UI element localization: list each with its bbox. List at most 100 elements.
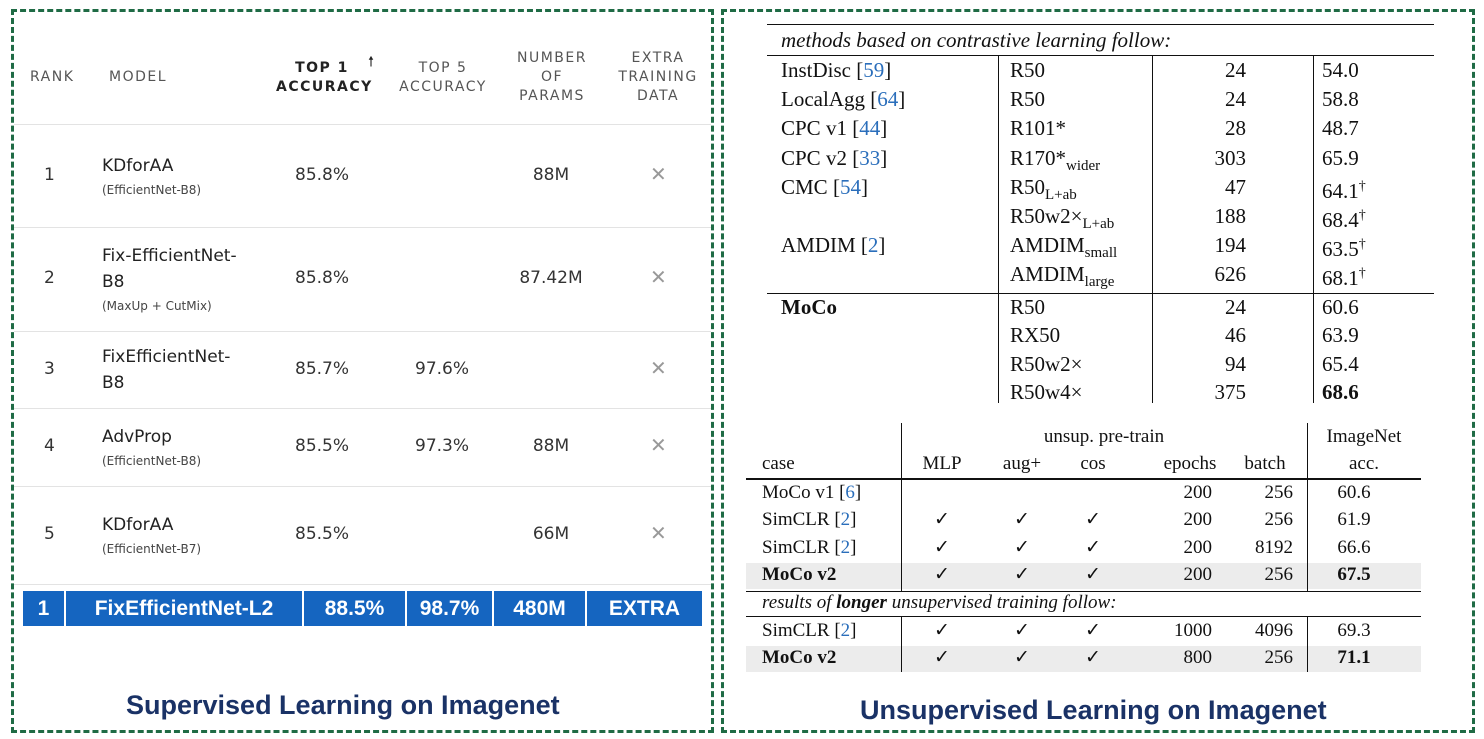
arch-label: R50 bbox=[1010, 58, 1046, 82]
model-name[interactable]: AdvProp bbox=[102, 427, 172, 447]
column-header: cos bbox=[1080, 453, 1106, 474]
params-cell: 303 bbox=[1214, 145, 1247, 170]
model-cell[interactable]: KDforAA (EfficientNet-B7) bbox=[102, 512, 272, 558]
params-cell: 47 bbox=[1225, 174, 1246, 199]
accuracy-cell: 48.7 bbox=[1322, 116, 1359, 140]
accuracy-cell: 68.4† bbox=[1322, 204, 1366, 232]
case-cell: SimCLR [2] bbox=[762, 536, 857, 558]
citation-link[interactable]: 64 bbox=[877, 87, 899, 112]
model-name[interactable]: KDforAA bbox=[102, 155, 174, 176]
header-top5-accuracy[interactable]: TOP 5 ACCURACY bbox=[399, 60, 487, 95]
close-icon: ✕ bbox=[650, 161, 667, 186]
header-number-of-params[interactable]: NUMBER OF PARAMS bbox=[517, 50, 587, 104]
accuracy-cell: 65.4 bbox=[1322, 351, 1359, 376]
accuracy-value: 65.9 bbox=[1322, 145, 1359, 170]
rule bbox=[746, 591, 1421, 592]
citation-link[interactable]: 2 bbox=[840, 536, 851, 558]
rank-cell: 2 bbox=[44, 268, 55, 288]
case-label: SimCLR bbox=[762, 536, 830, 558]
moco-method-name: MoCo bbox=[781, 294, 837, 319]
top1-cell: 85.7% bbox=[295, 358, 350, 379]
unsupervised-tables-panel: methods based on contrastive learning fo… bbox=[721, 9, 1475, 733]
accuracy-cell: 60.6 bbox=[1337, 482, 1371, 503]
header-extra-training-data[interactable]: EXTRA TRAINING DATA bbox=[618, 50, 698, 104]
column-header: aug+ bbox=[1002, 453, 1042, 474]
model-cell[interactable]: AdvProp (EfficientNet-B8) bbox=[102, 424, 272, 470]
accuracy-cell: 68.6 bbox=[1322, 380, 1359, 405]
accuracy-cell: 68.1† bbox=[1322, 262, 1366, 290]
epochs-cell: 800 bbox=[1183, 647, 1213, 669]
accuracy-cell: 54.0 bbox=[1322, 58, 1359, 82]
check-icon: ✓ bbox=[1014, 536, 1030, 558]
citation-link[interactable]: 2 bbox=[840, 620, 851, 641]
method-name: InstDisc [59] bbox=[781, 58, 892, 82]
model-cell[interactable]: FixEfficientNet- B8 bbox=[102, 344, 272, 396]
method-label: CMC bbox=[781, 174, 828, 199]
table-row[interactable]: 4 AdvProp (EfficientNet-B8) 85.5% 97.3% 88M ✕ bbox=[14, 408, 711, 487]
accuracy-cell: 67.5 bbox=[1337, 564, 1371, 586]
epochs-cell: 200 bbox=[1183, 482, 1213, 503]
section-header: methods based on contrastive learning fo… bbox=[781, 28, 1172, 52]
check-icon: ✓ bbox=[934, 564, 950, 586]
acc-header: acc. bbox=[1348, 453, 1380, 474]
model-variant: (EfficientNet-B8) bbox=[102, 454, 202, 468]
leaderboard-header: RANK MODEL TOP 1 ACCURACY 🠕 TOP 5 ACCURA… bbox=[14, 12, 711, 125]
table-row[interactable]: 3 FixEfficientNet- B8 85.7% 97.6% ✕ bbox=[14, 331, 711, 409]
check-icon: ✓ bbox=[1014, 647, 1030, 669]
column-rule bbox=[1313, 55, 1314, 403]
accuracy-cell: 63.9 bbox=[1322, 323, 1359, 348]
dagger-mark: † bbox=[1358, 208, 1366, 223]
citation-link[interactable]: 6 bbox=[845, 482, 855, 503]
table-row[interactable]: 2 Fix-EfficientNet- B8 (MaxUp + CutMix) 85.8… bbox=[14, 227, 711, 332]
arch-label: R50 bbox=[1010, 87, 1046, 112]
citation-link[interactable]: 33 bbox=[859, 145, 881, 170]
architecture-cell: AMDIMsmall bbox=[1010, 233, 1117, 265]
arch-subscript: small bbox=[1084, 245, 1118, 262]
accuracy-value: 63.5 bbox=[1322, 237, 1359, 262]
citation-link[interactable]: 59 bbox=[863, 58, 885, 82]
model-cell[interactable]: KDforAA (EfficientNet-B8) bbox=[102, 153, 272, 199]
epochs-cell: 200 bbox=[1183, 536, 1213, 558]
check-icon: ✓ bbox=[1085, 564, 1101, 586]
column-rule bbox=[1307, 423, 1308, 483]
header-model[interactable]: MODEL bbox=[109, 69, 168, 85]
architecture-cell: R50 bbox=[1010, 58, 1045, 82]
params-cell: 28 bbox=[1225, 116, 1246, 141]
citation-link[interactable]: 2 bbox=[840, 509, 851, 531]
check-icon: ✓ bbox=[1014, 564, 1030, 586]
check-icon: ✓ bbox=[934, 509, 950, 531]
params-cell: 188 bbox=[1214, 204, 1247, 228]
model-name[interactable]: Fix-EfficientNet- bbox=[102, 246, 237, 266]
citation-link[interactable]: 54 bbox=[839, 174, 861, 199]
model-name[interactable]: B8 bbox=[102, 272, 125, 292]
model-name[interactable]: FixEfficientNet- bbox=[102, 346, 231, 367]
highlight-shading bbox=[746, 563, 1421, 590]
accuracy-cell: 58.8 bbox=[1322, 87, 1359, 111]
accuracy-cell: 69.3 bbox=[1337, 620, 1371, 641]
method-name: CMC [54] bbox=[781, 174, 868, 199]
model-cell[interactable]: Fix-EfficientNet- B8 (MaxUp + CutMix) bbox=[102, 243, 272, 315]
check-icon: ✓ bbox=[934, 536, 950, 558]
header-rank[interactable]: RANK bbox=[30, 69, 75, 85]
method-name: AMDIM [2] bbox=[781, 233, 886, 258]
rule bbox=[767, 24, 1434, 25]
model-name[interactable]: KDforAA bbox=[102, 515, 174, 535]
table-row[interactable]: 1 KDforAA (EfficientNet-B8) 85.8% 88M ✕ bbox=[14, 124, 711, 228]
arch-subscript: large bbox=[1084, 274, 1115, 291]
arch-label: R50 bbox=[1010, 174, 1046, 199]
section-bold: longer bbox=[836, 592, 887, 613]
params-cell: 626 bbox=[1214, 262, 1247, 287]
batch-cell: 256 bbox=[1264, 482, 1294, 503]
header-top1-accuracy[interactable]: TOP 1 ACCURACY bbox=[276, 60, 373, 95]
architecture-cell: R50w4× bbox=[1010, 380, 1083, 405]
rule bbox=[767, 292, 1434, 294]
batch-cell: 256 bbox=[1264, 564, 1294, 586]
table-row[interactable]: 5 KDforAA (EfficientNet-B7) 85.5% 66M ✕ bbox=[14, 486, 711, 585]
dagger-mark: † bbox=[1358, 237, 1366, 253]
citation-link[interactable]: 44 bbox=[859, 116, 881, 141]
model-name[interactable]: B8 bbox=[102, 372, 125, 393]
params-cell: 66M bbox=[532, 524, 570, 544]
params-cell: 88M bbox=[532, 436, 570, 456]
arrow-up-icon[interactable]: 🠕 bbox=[368, 53, 375, 69]
citation-link[interactable]: 2 bbox=[867, 233, 879, 258]
